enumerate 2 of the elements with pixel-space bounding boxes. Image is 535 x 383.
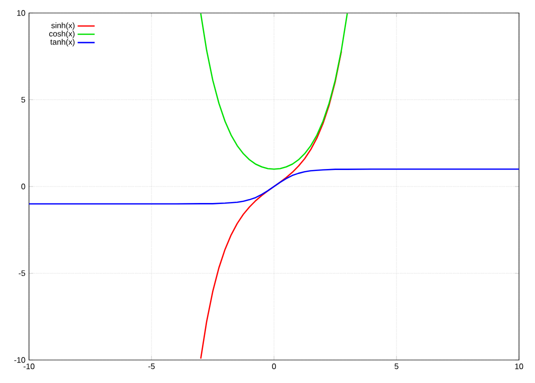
line-series [200,50,342,360]
line-series [200,12,348,170]
